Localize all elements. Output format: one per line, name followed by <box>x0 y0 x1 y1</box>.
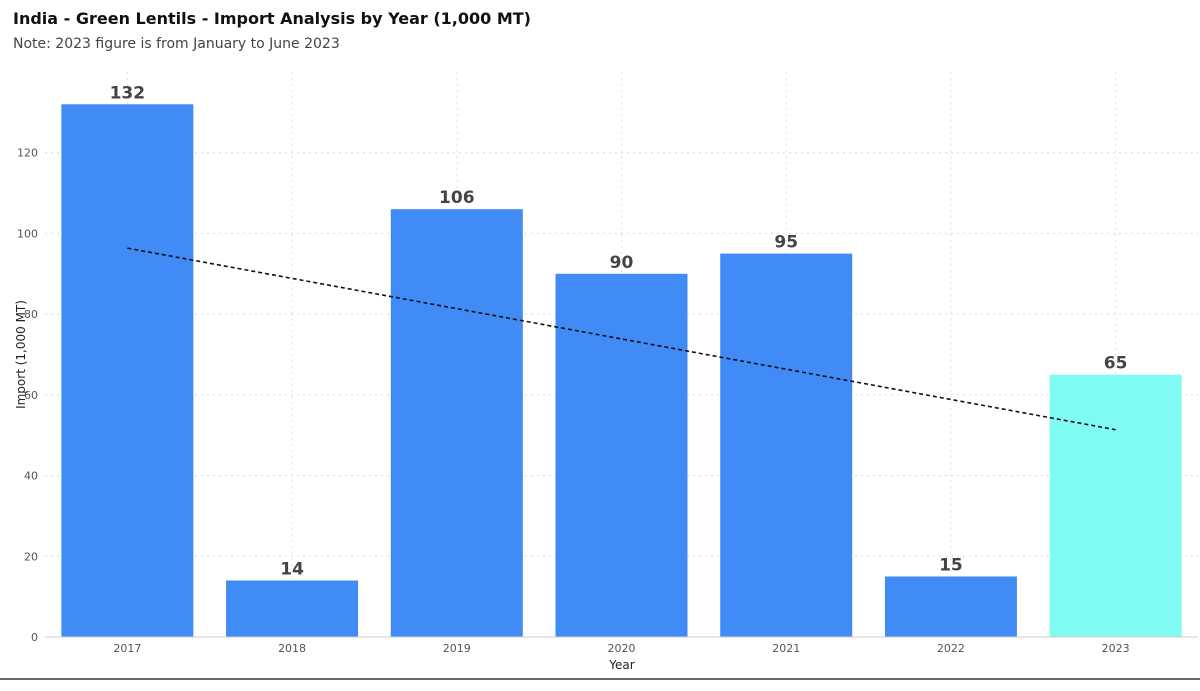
data-label-2018: 14 <box>280 560 304 580</box>
y-tick-label: 100 <box>17 227 38 240</box>
bar-2022 <box>884 576 1017 637</box>
bar-2020 <box>555 273 688 637</box>
bar-2023 <box>1049 374 1182 637</box>
x-tick-label: 2022 <box>937 642 965 655</box>
y-tick-label: 120 <box>17 147 38 160</box>
bar-2017 <box>61 104 194 638</box>
data-label-2023: 65 <box>1104 354 1128 374</box>
bar-2018 <box>226 580 359 637</box>
data-label-2017: 132 <box>110 83 146 103</box>
data-label-2019: 106 <box>439 188 475 208</box>
y-tick-label: 20 <box>24 550 38 563</box>
axes: 0 20 40 60 80 100 120 2017 2018 2019 2020 2021 2022 2… <box>14 147 1198 672</box>
x-tick-label: 2017 <box>113 642 141 655</box>
x-tick-label: 2018 <box>278 642 306 655</box>
bottom-divider <box>0 678 1200 680</box>
data-label-2021: 95 <box>774 233 798 253</box>
x-tick-label: 2020 <box>608 642 636 655</box>
x-tick-label: 2023 <box>1102 642 1130 655</box>
chart-subtitle: Note: 2023 figure is from January to Jun… <box>13 36 340 52</box>
y-tick-label: 60 <box>24 389 38 402</box>
y-tick-label: 80 <box>24 308 38 321</box>
chart-title: India - Green Lentils - Import Analysis … <box>13 9 531 28</box>
bar-2019 <box>390 209 523 637</box>
y-tick-label: 0 <box>31 631 38 644</box>
x-axis-title: Year <box>608 658 634 672</box>
y-tick-label: 40 <box>24 470 38 483</box>
data-labels: 132 14 106 90 95 15 65 <box>110 83 1128 579</box>
y-axis-title: Import (1,000 MT) <box>14 300 28 409</box>
data-label-2020: 90 <box>610 253 634 273</box>
x-tick-label: 2021 <box>772 642 800 655</box>
bars <box>61 104 1182 638</box>
x-tick-label: 2019 <box>443 642 471 655</box>
data-label-2022: 15 <box>939 555 963 575</box>
bar-2021 <box>720 253 853 637</box>
